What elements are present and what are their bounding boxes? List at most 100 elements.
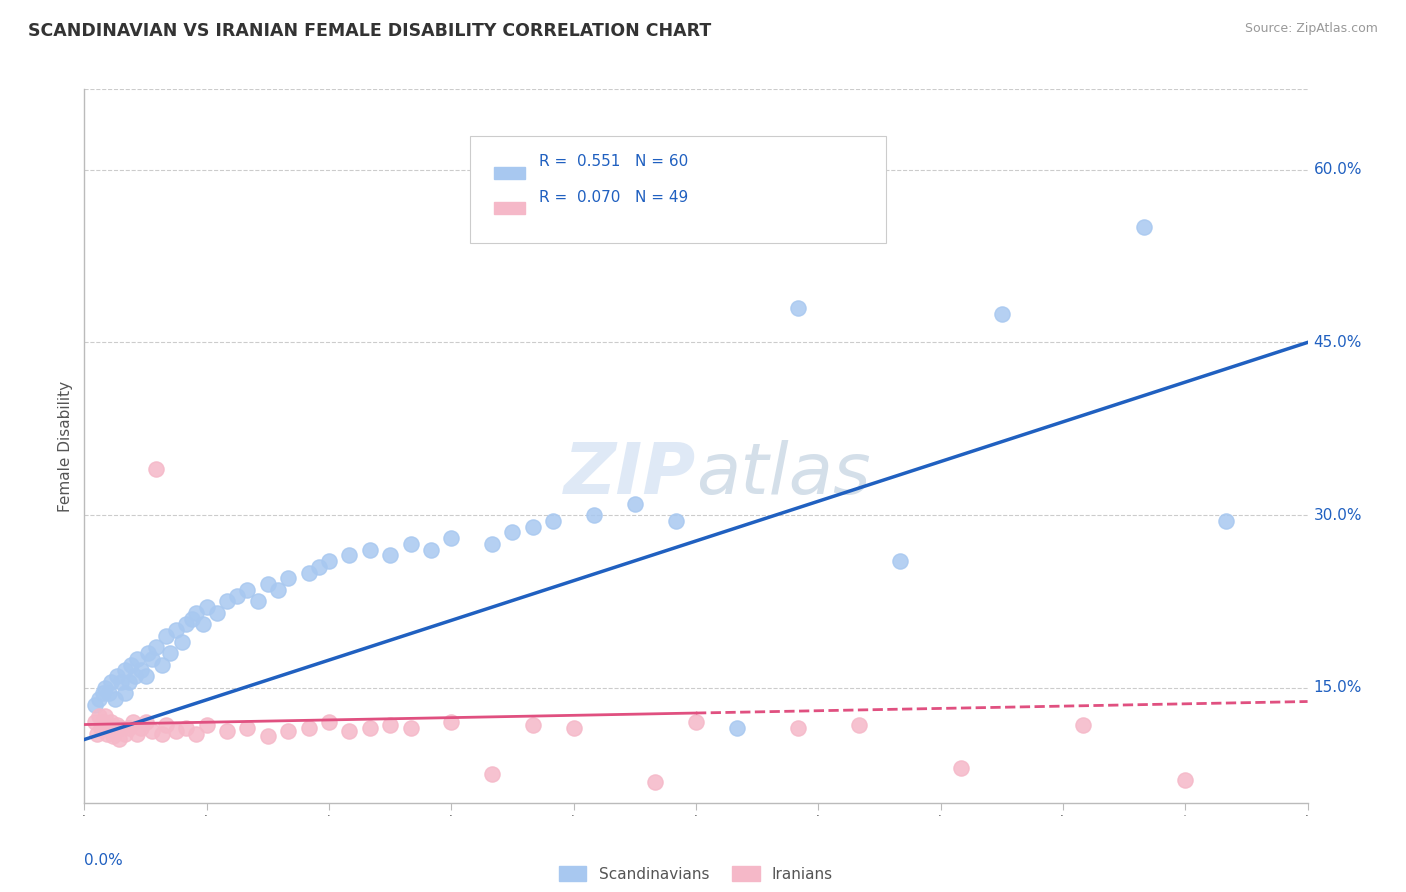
Point bbox=[481, 537, 503, 551]
Point bbox=[118, 675, 141, 690]
Point bbox=[97, 686, 120, 700]
Point bbox=[226, 589, 249, 603]
Point bbox=[440, 531, 463, 545]
Text: 15.0%: 15.0% bbox=[1313, 681, 1362, 695]
Point bbox=[787, 301, 810, 315]
Point bbox=[257, 729, 280, 743]
Text: R =  0.551   N = 60: R = 0.551 N = 60 bbox=[540, 154, 689, 169]
Text: 30.0%: 30.0% bbox=[1313, 508, 1362, 523]
Point bbox=[165, 724, 187, 739]
Text: 45.0%: 45.0% bbox=[1313, 334, 1362, 350]
Point bbox=[141, 724, 163, 739]
Point bbox=[950, 761, 973, 775]
Point bbox=[685, 715, 707, 730]
Point bbox=[787, 721, 810, 735]
Point bbox=[217, 724, 239, 739]
Point bbox=[217, 594, 239, 608]
Point bbox=[420, 542, 443, 557]
Point bbox=[246, 594, 269, 608]
Text: SCANDINAVIAN VS IRANIAN FEMALE DISABILITY CORRELATION CHART: SCANDINAVIAN VS IRANIAN FEMALE DISABILIT… bbox=[28, 22, 711, 40]
FancyBboxPatch shape bbox=[494, 167, 524, 179]
Point bbox=[101, 729, 124, 743]
Point bbox=[191, 617, 214, 632]
Point bbox=[257, 577, 280, 591]
Point bbox=[181, 612, 204, 626]
Point bbox=[664, 514, 686, 528]
Text: atlas: atlas bbox=[696, 440, 870, 509]
Text: Source: ZipAtlas.com: Source: ZipAtlas.com bbox=[1244, 22, 1378, 36]
Point bbox=[339, 549, 360, 563]
Point bbox=[991, 307, 1014, 321]
Point bbox=[86, 727, 108, 741]
Point bbox=[105, 669, 128, 683]
Point bbox=[501, 525, 523, 540]
Point bbox=[172, 634, 194, 648]
Text: 0.0%: 0.0% bbox=[84, 853, 124, 868]
Point bbox=[83, 715, 105, 730]
Point bbox=[83, 698, 105, 712]
Point bbox=[380, 717, 402, 731]
Point bbox=[440, 715, 463, 730]
Point bbox=[93, 681, 115, 695]
Point bbox=[582, 508, 605, 522]
Point bbox=[562, 721, 585, 735]
Text: R =  0.070   N = 49: R = 0.070 N = 49 bbox=[540, 190, 689, 205]
Point bbox=[186, 606, 208, 620]
Y-axis label: Female Disability: Female Disability bbox=[58, 380, 73, 512]
Point bbox=[104, 692, 127, 706]
Point bbox=[1071, 717, 1094, 731]
FancyBboxPatch shape bbox=[470, 136, 886, 243]
Point bbox=[277, 724, 299, 739]
Point bbox=[298, 566, 321, 580]
Point bbox=[848, 717, 870, 731]
Point bbox=[108, 732, 131, 747]
Text: 60.0%: 60.0% bbox=[1313, 162, 1362, 178]
Point bbox=[205, 606, 228, 620]
Point bbox=[725, 721, 748, 735]
Point bbox=[110, 721, 132, 735]
Point bbox=[145, 640, 167, 655]
FancyBboxPatch shape bbox=[494, 202, 524, 214]
Point bbox=[127, 727, 149, 741]
Point bbox=[135, 715, 157, 730]
Point bbox=[380, 549, 402, 563]
Point bbox=[1133, 220, 1156, 235]
Point bbox=[97, 721, 120, 735]
Point bbox=[195, 600, 218, 615]
Point bbox=[399, 721, 422, 735]
Point bbox=[91, 715, 114, 730]
Point bbox=[308, 559, 330, 574]
Point bbox=[124, 669, 146, 683]
Point bbox=[150, 727, 173, 741]
Point bbox=[141, 652, 163, 666]
Point bbox=[131, 664, 153, 678]
Point bbox=[155, 629, 177, 643]
Point bbox=[87, 709, 110, 723]
Point bbox=[145, 462, 167, 476]
Point bbox=[155, 717, 177, 731]
Point bbox=[90, 721, 112, 735]
Point bbox=[1174, 772, 1197, 787]
Point bbox=[889, 554, 911, 568]
Point bbox=[131, 721, 153, 735]
Point bbox=[236, 582, 259, 597]
Point bbox=[127, 652, 149, 666]
Point bbox=[174, 617, 197, 632]
Point bbox=[118, 721, 141, 735]
Point bbox=[277, 571, 299, 585]
Point bbox=[150, 657, 173, 672]
Point bbox=[114, 664, 136, 678]
Point bbox=[174, 721, 197, 735]
Point bbox=[186, 727, 208, 741]
Point bbox=[1215, 514, 1237, 528]
Point bbox=[114, 686, 136, 700]
Legend: Scandinavians, Iranians: Scandinavians, Iranians bbox=[553, 860, 839, 888]
Point bbox=[122, 715, 145, 730]
Point bbox=[318, 715, 340, 730]
Point bbox=[100, 675, 122, 690]
Point bbox=[135, 669, 157, 683]
Point bbox=[91, 686, 114, 700]
Point bbox=[236, 721, 259, 735]
Point bbox=[195, 717, 218, 731]
Point bbox=[159, 646, 181, 660]
